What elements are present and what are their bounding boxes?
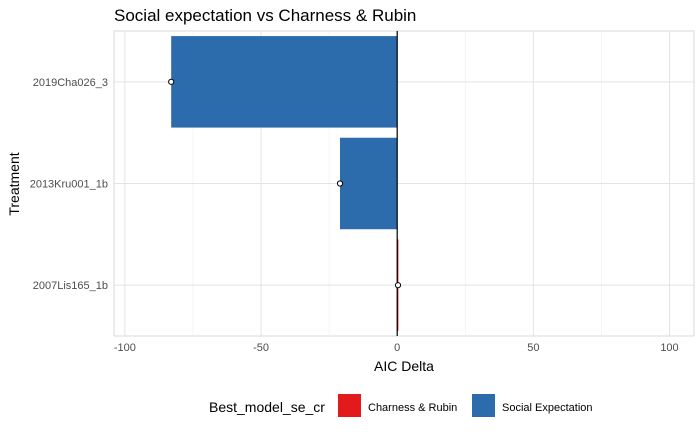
x-tick-labels: -100 -50 0 50 100 <box>114 342 679 354</box>
y-tick-label: 2007Lis165_1b <box>33 280 108 292</box>
y-tick-label: 2019Cha026_3 <box>33 77 108 89</box>
legend-title: Best_model_se_cr <box>209 399 325 415</box>
data-point <box>394 282 402 289</box>
y-axis-title: Treatment <box>6 152 22 215</box>
legend-label: Social Expectation <box>502 402 593 414</box>
bar <box>171 36 398 128</box>
legend: Best_model_se_cr Charness & Rubin Social … <box>209 394 593 417</box>
data-point <box>168 78 175 85</box>
legend-swatch <box>472 394 495 417</box>
points <box>168 78 402 289</box>
x-tick-label: -100 <box>114 342 136 354</box>
data-point <box>336 180 344 187</box>
legend-swatch <box>338 394 361 417</box>
y-tick-labels: 2019Cha026_3 2013Kru001_1b 2007Lis165_1b <box>30 77 108 292</box>
x-tick-label: 100 <box>660 342 678 354</box>
x-tick-label: -50 <box>253 342 269 354</box>
legend-label: Charness & Rubin <box>368 402 457 414</box>
x-axis-title: AIC Delta <box>374 358 434 374</box>
chart-title: Social expectation vs Charness & Rubin <box>114 6 416 25</box>
x-tick-label: 50 <box>527 342 539 354</box>
bars <box>171 36 399 331</box>
bar <box>340 137 398 230</box>
y-tick-label: 2013Kru001_1b <box>30 179 108 191</box>
x-tick-label: 0 <box>394 342 400 354</box>
